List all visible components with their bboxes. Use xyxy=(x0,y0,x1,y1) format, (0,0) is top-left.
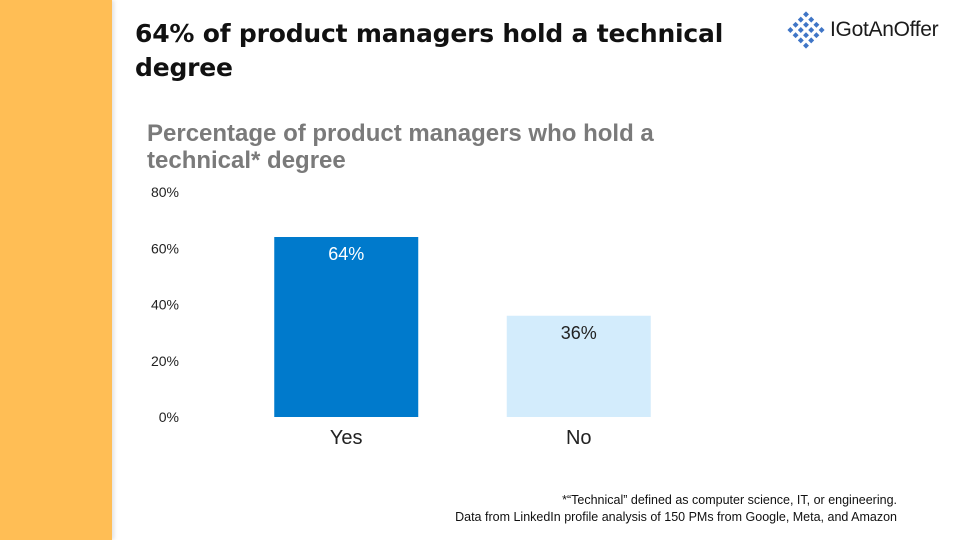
bar xyxy=(506,315,651,417)
bar xyxy=(274,237,419,417)
y-tick-label: 0% xyxy=(159,409,179,425)
data-label: 36% xyxy=(561,323,597,343)
footnote-definition: *“Technical” defined as computer science… xyxy=(562,493,897,507)
diamond-grid-icon xyxy=(787,11,825,49)
x-tick-label: Yes xyxy=(330,427,363,449)
chart-title: Percentage of product managers who hold … xyxy=(147,120,654,174)
brand-logo: IGotAnOffer xyxy=(786,10,956,50)
y-tick-label: 60% xyxy=(151,240,179,256)
page-headline: 64% of product managers hold a technical… xyxy=(135,19,724,82)
side-accent-bar xyxy=(0,0,112,540)
data-label: 64% xyxy=(328,244,364,264)
footnote: *“Technical” defined as computer science… xyxy=(455,492,897,526)
footnote-source: Data from LinkedIn profile analysis of 1… xyxy=(455,510,897,524)
y-tick-label: 20% xyxy=(151,353,179,369)
x-tick-label: No xyxy=(566,427,592,449)
y-tick-label: 80% xyxy=(151,184,179,200)
y-tick-label: 40% xyxy=(151,297,179,313)
brand-logo-text: IGotAnOffer xyxy=(830,18,939,41)
